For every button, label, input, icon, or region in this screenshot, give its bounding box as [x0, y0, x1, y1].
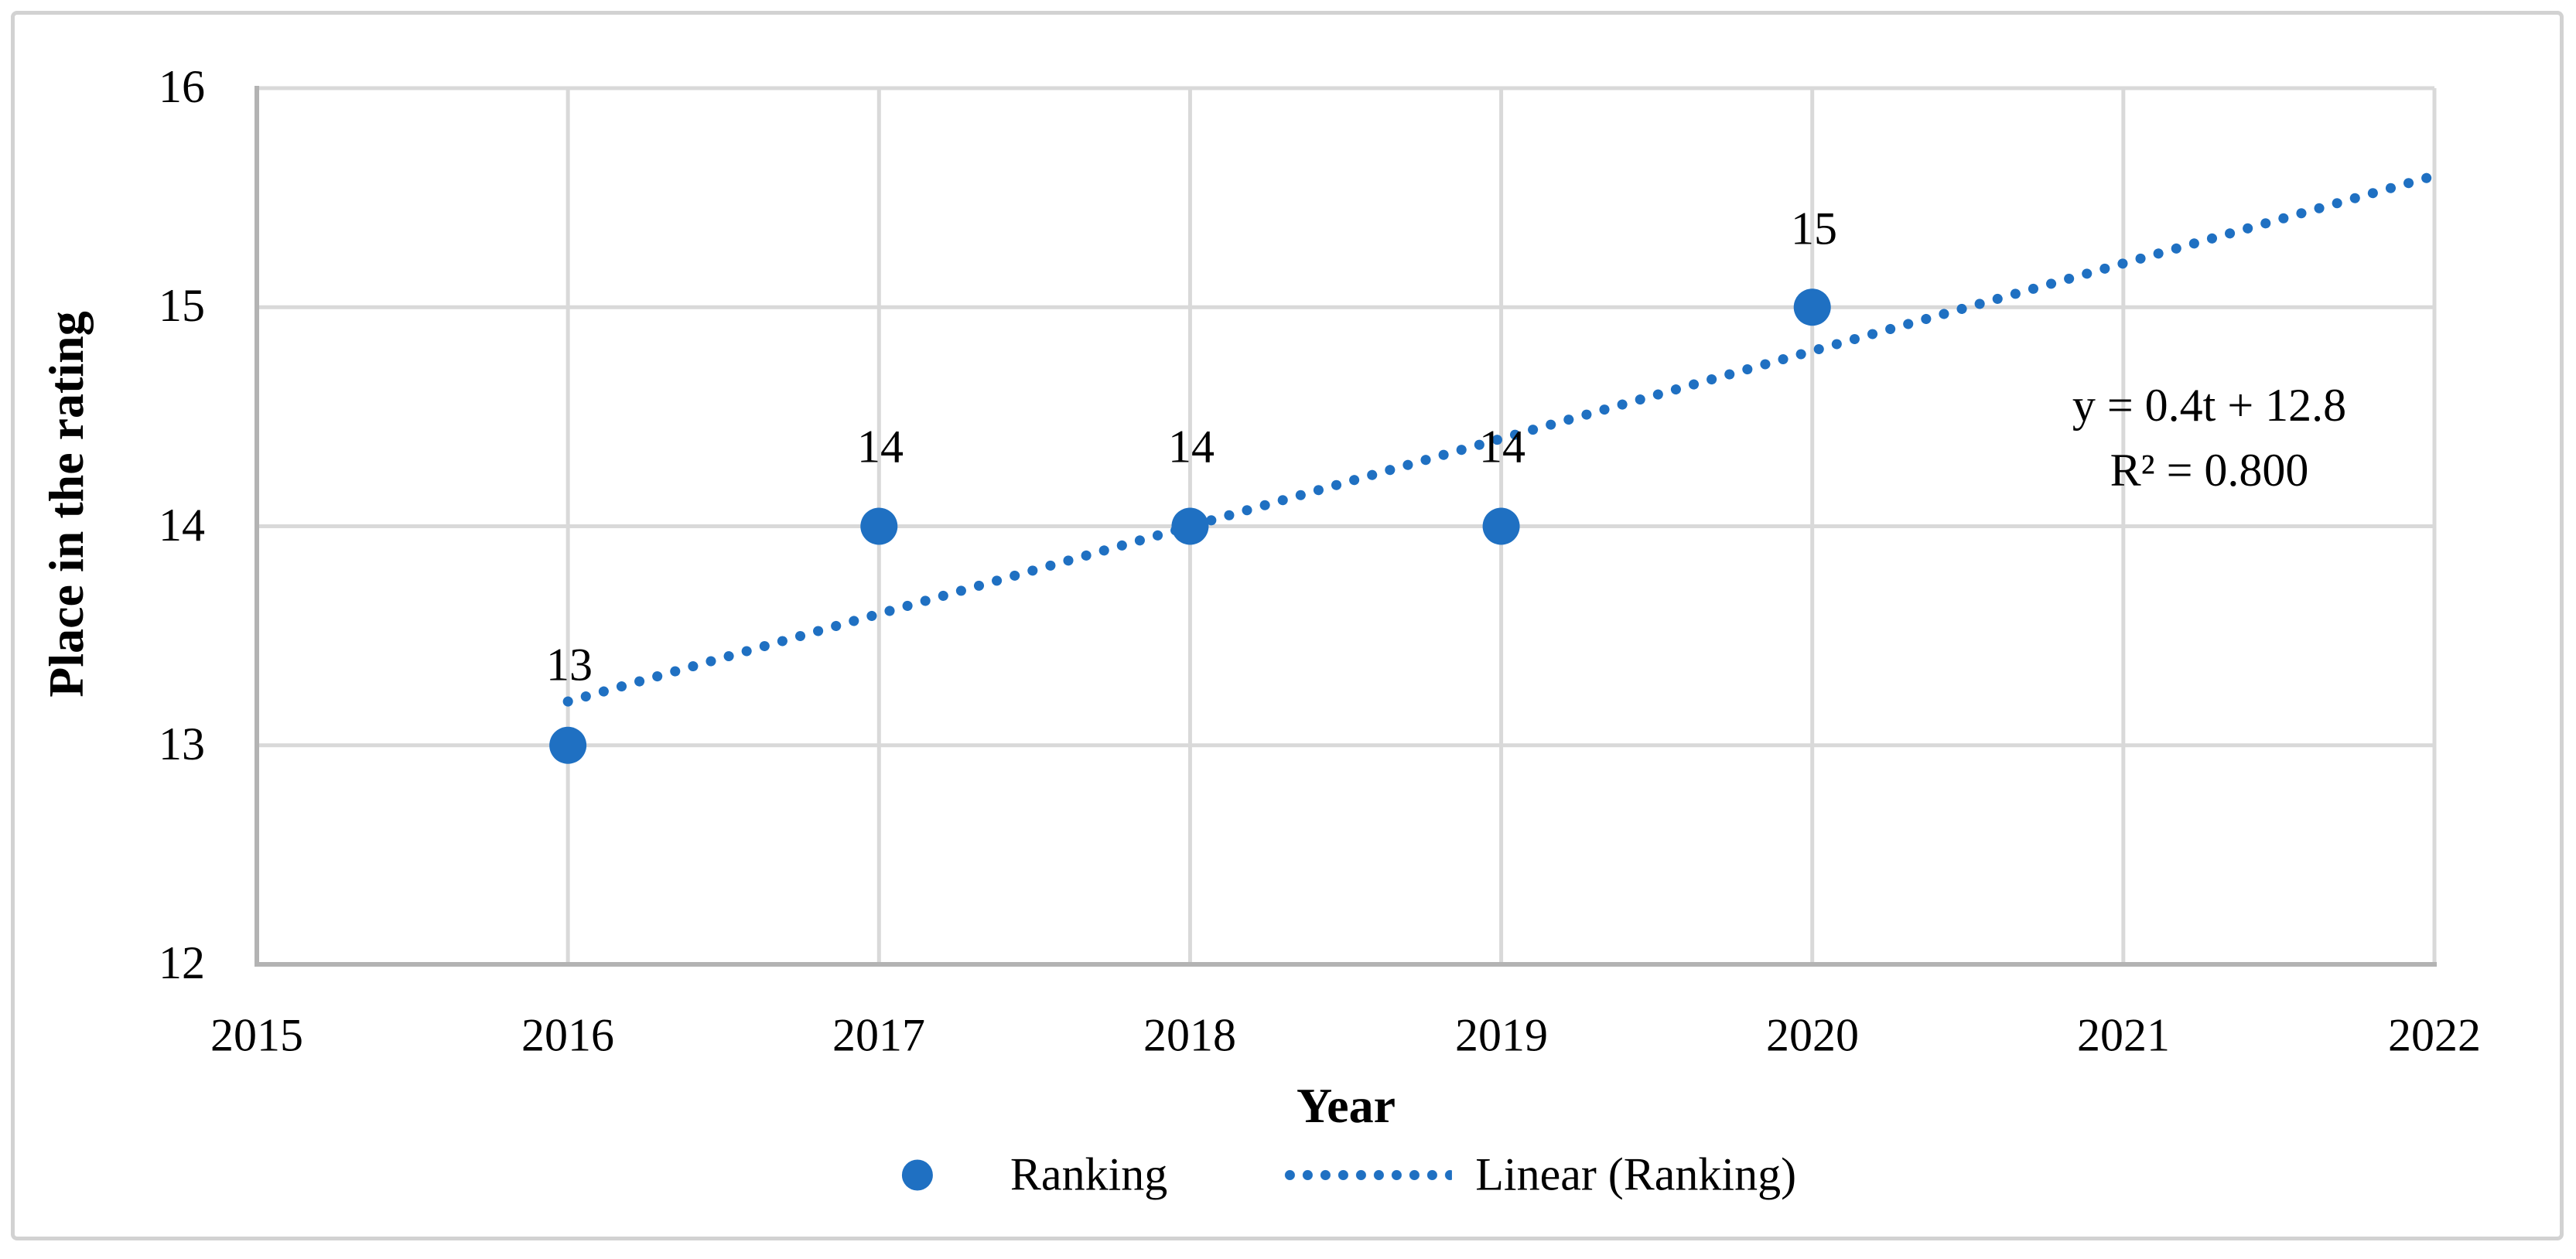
data-point: [860, 507, 898, 545]
data-point-label: 14: [1168, 421, 1215, 473]
data-point: [549, 726, 587, 764]
data-point: [1171, 507, 1209, 545]
data-point: [1793, 288, 1831, 326]
legend-label-linear-ranking: Linear (Ranking): [1475, 1148, 1797, 1200]
equation-line: y = 0.4t + 12.8: [2072, 380, 2347, 431]
y-tick-label: 15: [159, 280, 205, 332]
r-squared-line: R² = 0.800: [2110, 445, 2309, 496]
x-tick-label: 2022: [2388, 1009, 2481, 1061]
legend-item-linear-ranking: Linear (Ranking): [1281, 1148, 1796, 1202]
x-axis-title: Year: [1297, 1078, 1396, 1133]
x-tick-label: 2020: [1766, 1009, 1859, 1061]
y-tick-label: 12: [159, 937, 205, 989]
data-point: [1482, 507, 1520, 545]
data-point-label: 14: [857, 421, 904, 473]
data-point-label: 13: [546, 639, 593, 691]
legend-label-ranking: Ranking: [1010, 1148, 1168, 1200]
legend: Ranking Linear (Ranking): [901, 1148, 1796, 1202]
x-tick-label: 2021: [2077, 1009, 2170, 1061]
legend-item-ranking: Ranking: [901, 1148, 1168, 1202]
trendline: [562, 170, 2440, 707]
y-tick-label: 14: [159, 500, 205, 551]
dotted-line-icon: [1281, 1169, 1453, 1180]
y-tick-label: 13: [159, 718, 205, 770]
x-tick-label: 2018: [1143, 1009, 1236, 1061]
data-point-label: 14: [1479, 421, 1525, 473]
data-point-label: 15: [1791, 203, 1837, 254]
x-tick-label: 2015: [210, 1009, 303, 1061]
x-tick-label: 2017: [832, 1009, 925, 1061]
trendline-equation: y = 0.4t + 12.8 R² = 0.800: [2072, 373, 2346, 503]
x-tick-label: 2016: [521, 1009, 614, 1061]
x-tick-label: 2019: [1455, 1009, 1548, 1061]
scatter-marker-icon: [901, 1159, 933, 1190]
y-tick-label: 16: [159, 61, 205, 113]
y-axis-title: Place in the rating: [39, 311, 94, 698]
figure-border: [11, 11, 2564, 1240]
